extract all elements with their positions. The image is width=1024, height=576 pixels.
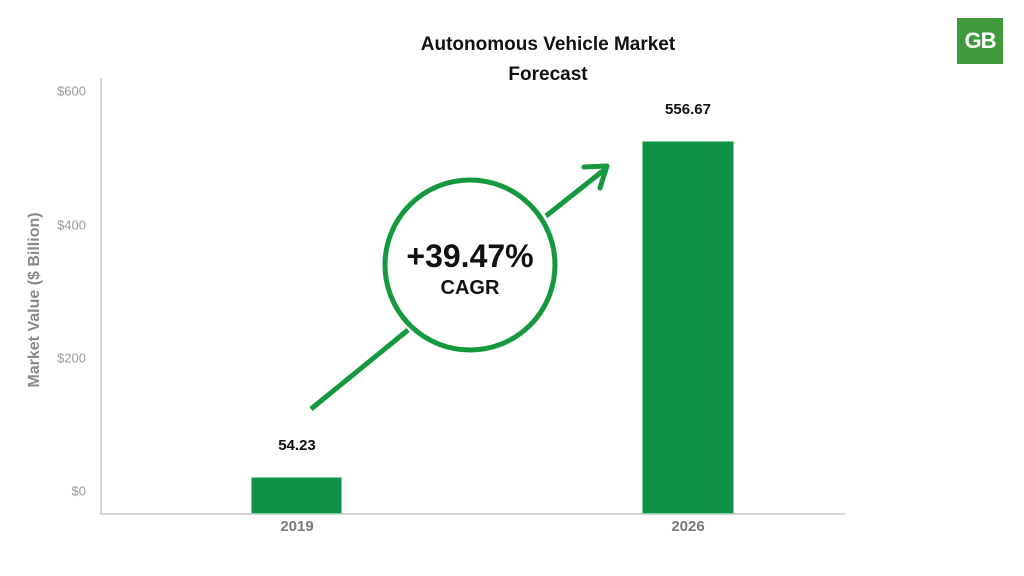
bar-2019 <box>251 477 342 514</box>
cagr-value: +39.47% <box>406 238 534 274</box>
x-axis-line <box>100 513 845 515</box>
brand-logo: GB <box>957 18 1003 64</box>
chart-title-line1: Autonomous Vehicle Market <box>420 34 676 55</box>
y-tick-600: $600 <box>57 83 86 99</box>
y-axis-line <box>100 78 102 514</box>
x-tick-2026: 2026 <box>671 518 705 535</box>
y-tick-0: $0 <box>71 483 86 499</box>
y-tick-200: $200 <box>57 350 86 366</box>
logo-text: GB <box>964 28 997 53</box>
bar-value-2019: 54.23 <box>278 437 316 454</box>
bar-2026 <box>642 141 734 514</box>
cagr-callout: +39.47% CAGR <box>384 238 556 302</box>
x-tick-2019: 2019 <box>280 518 314 535</box>
bar-value-2026: 556.67 <box>665 101 711 118</box>
chart-title: Autonomous Vehicle Market Forecast <box>348 30 748 90</box>
y-tick-400: $400 <box>57 217 86 233</box>
cagr-label: CAGR <box>440 277 500 299</box>
chart-title-line2: Forecast <box>508 64 588 85</box>
